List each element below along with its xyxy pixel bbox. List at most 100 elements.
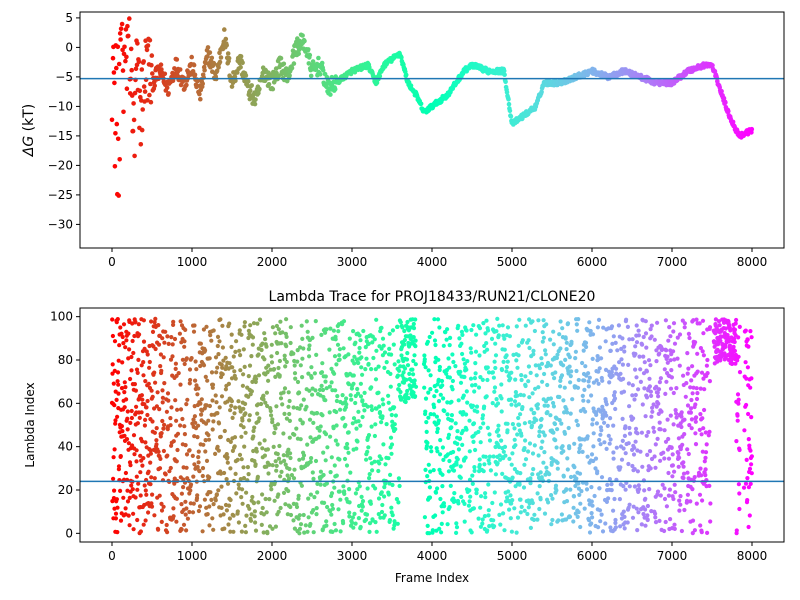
lambda-point [627, 431, 633, 436]
lambda-point [264, 344, 269, 349]
lambda-point [672, 357, 677, 362]
lambda-point [399, 396, 404, 401]
lambda-point [198, 341, 203, 346]
lambda-point [247, 413, 252, 418]
delta-g-point [723, 100, 728, 105]
lambda-point [687, 335, 692, 341]
lambda-point [257, 441, 262, 446]
lambda-point [359, 494, 364, 499]
lambda-point [450, 387, 455, 392]
lambda-point [318, 469, 323, 474]
lambda-point [253, 520, 258, 525]
lambda-point [215, 444, 220, 449]
lambda-point [694, 415, 699, 420]
lambda-point [745, 476, 750, 481]
lambda-point [687, 423, 692, 428]
lambda-point [325, 445, 330, 450]
lambda-point [427, 531, 432, 536]
lambda-point [485, 425, 490, 430]
lambda-point [608, 437, 613, 442]
lambda-point [222, 470, 227, 476]
lambda-point [610, 373, 615, 378]
lambda-point [207, 475, 212, 480]
lambda-point [302, 530, 307, 535]
lambda-point [435, 486, 440, 491]
lambda-point [580, 449, 585, 454]
lambda-point [268, 367, 273, 372]
lambda-point [278, 396, 284, 401]
lambda-point [557, 394, 562, 400]
lambda-point [273, 331, 278, 336]
lambda-point [614, 366, 619, 371]
lambda-point [472, 376, 477, 381]
lambda-point [173, 366, 178, 371]
lambda-point [737, 324, 742, 329]
delta-g-point [150, 71, 155, 76]
lambda-point [411, 390, 416, 395]
lambda-point [622, 349, 627, 354]
lambda-point [129, 483, 134, 488]
lambda-point [632, 484, 638, 489]
lambda-point [746, 344, 751, 349]
lambda-point [512, 426, 517, 431]
lambda-point [423, 409, 428, 414]
lambda-point [185, 516, 190, 521]
lambda-point [405, 319, 410, 325]
delta-g-y-tick-label: −25 [48, 188, 73, 202]
delta-g-point [138, 142, 144, 147]
lambda-point [157, 493, 162, 498]
lambda-point [519, 377, 524, 383]
lambda-point [620, 336, 625, 341]
lambda-point [652, 429, 657, 434]
lambda-point [656, 394, 661, 399]
lambda-point [662, 528, 667, 534]
lambda-point [168, 465, 173, 471]
lambda-point [645, 503, 651, 509]
delta-g-point [235, 70, 240, 75]
lambda-point [267, 497, 272, 502]
lambda-point [350, 421, 355, 426]
lambda-point [144, 405, 149, 410]
lambda-point [295, 359, 300, 364]
lambda-point [698, 346, 704, 351]
delta-g-point [240, 60, 245, 66]
lambda-point [705, 371, 710, 376]
lambda-point [380, 336, 386, 341]
lambda-point [150, 492, 155, 497]
lambda-point [150, 419, 155, 424]
lambda-point [519, 433, 524, 438]
lambda-point [240, 501, 245, 506]
lambda-point [259, 347, 264, 353]
lambda-point [522, 446, 527, 451]
lambda-point [557, 332, 562, 337]
lambda-point [447, 505, 452, 510]
delta-g-point [116, 61, 122, 67]
lambda-point [296, 516, 301, 521]
delta-g-point [136, 59, 142, 65]
lambda-point [649, 393, 654, 398]
lambda-point [211, 527, 216, 532]
lambda-point [400, 325, 405, 330]
lambda-point [686, 331, 692, 336]
lambda-point [254, 376, 259, 381]
lambda-point [353, 340, 358, 345]
lambda-point [332, 354, 338, 359]
lambda-point [655, 489, 661, 494]
lambda-point [112, 368, 117, 373]
lambda-point [161, 504, 166, 509]
lambda-point [654, 359, 659, 364]
lambda-point [135, 370, 140, 375]
lambda-point [356, 360, 361, 366]
delta-g-point [719, 88, 724, 94]
lambda-point [576, 509, 581, 515]
lambda-point [568, 411, 573, 416]
lambda-point [333, 337, 338, 342]
lambda-point [741, 485, 747, 490]
lambda-point [559, 421, 564, 426]
lambda-point [192, 414, 197, 419]
lambda-point [319, 332, 324, 337]
lambda-point [691, 385, 696, 390]
lambda-point [501, 449, 506, 454]
lambda-point [684, 381, 689, 386]
lambda-point [390, 419, 395, 424]
